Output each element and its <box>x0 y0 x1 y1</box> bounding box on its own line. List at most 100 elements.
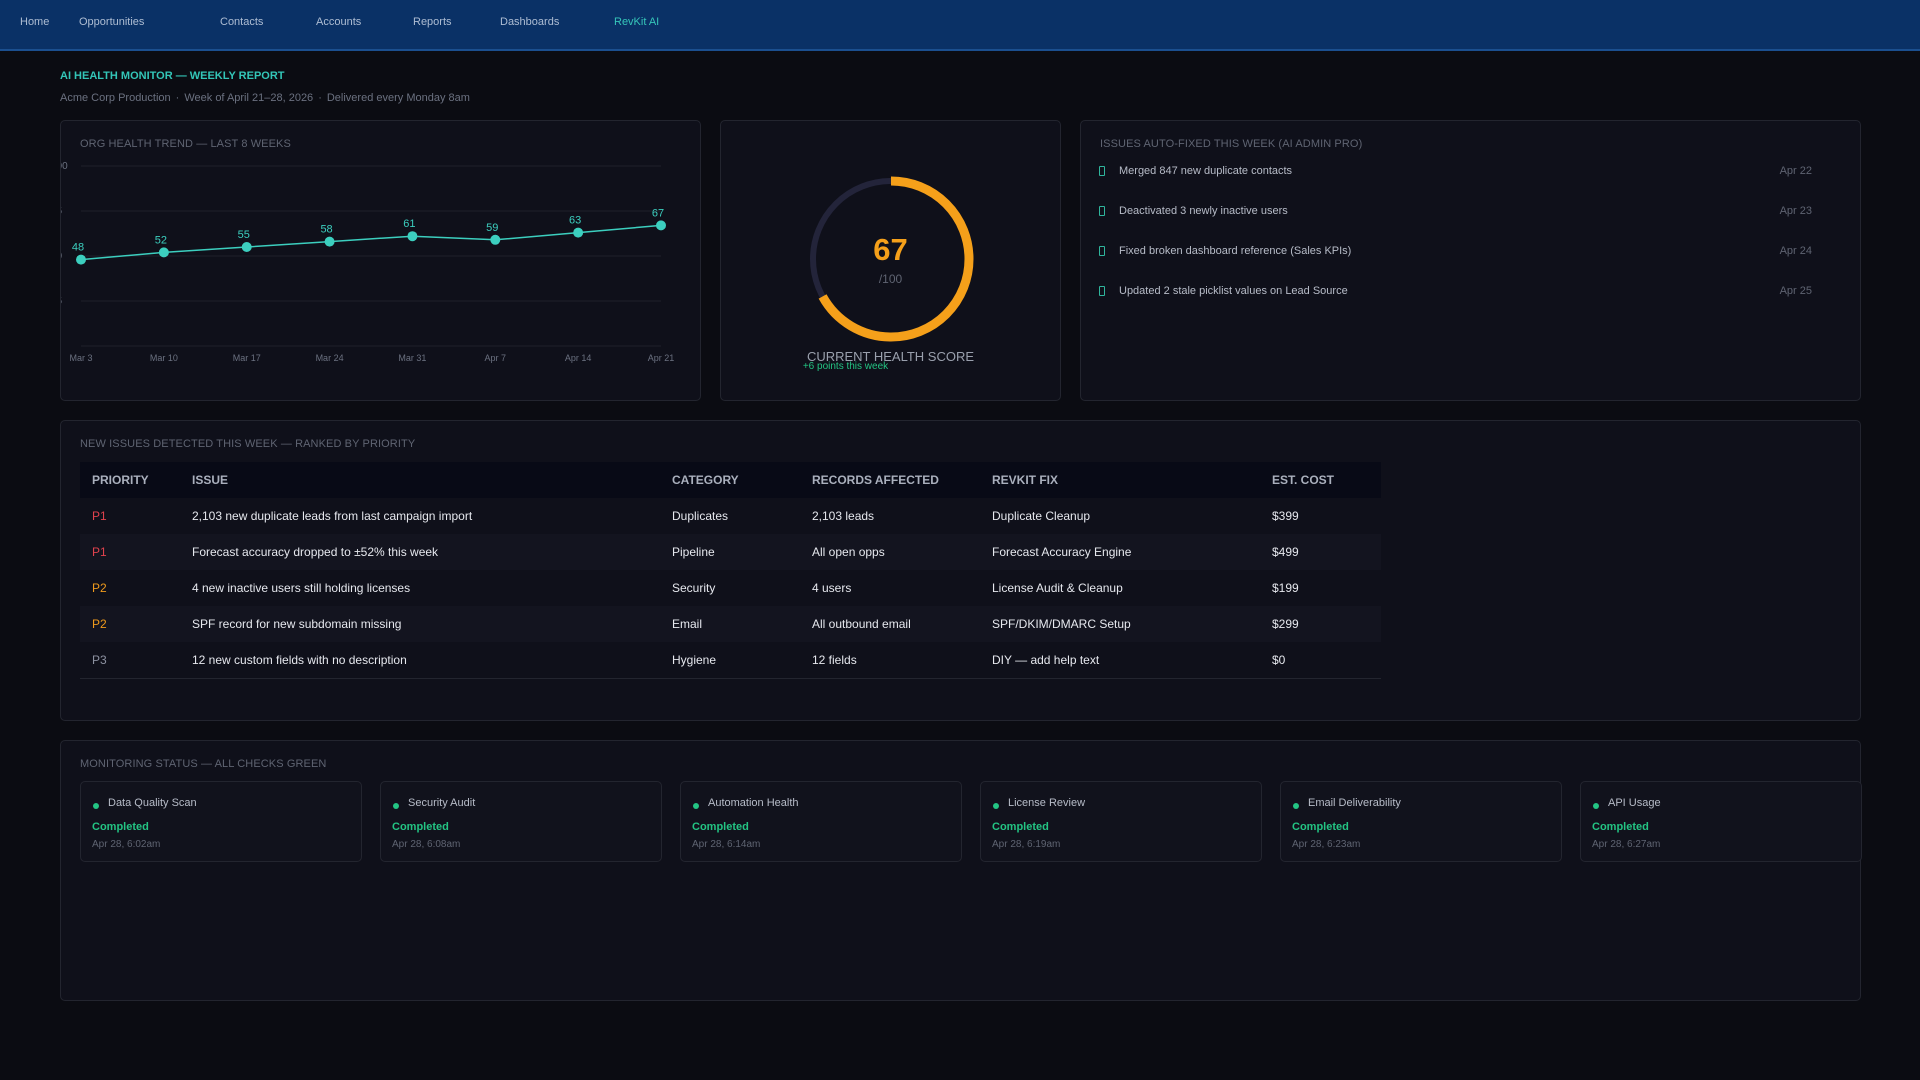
nav-opportunities[interactable]: Opportunities <box>79 16 145 28</box>
cost-cell: $399 <box>1272 509 1299 523</box>
cost-cell: $499 <box>1260 534 1381 570</box>
check-time: Apr 28, 6:14am <box>692 839 761 850</box>
y-tick-label: 25 <box>61 296 63 307</box>
cost-cell: $0 <box>1260 642 1381 679</box>
check-time: Apr 28, 6:08am <box>392 839 461 850</box>
x-tick-label: Apr 21 <box>648 353 675 363</box>
org-name: Acme Corp Production <box>60 92 171 104</box>
check-time: Apr 28, 6:02am <box>92 839 161 850</box>
column-header[interactable]: RECORDS AFFECTED <box>800 462 980 498</box>
fixed-item-text: Deactivated 3 newly inactive users <box>1119 205 1288 217</box>
data-point[interactable] <box>407 231 418 242</box>
health-gauge <box>808 176 974 342</box>
y-tick-label: 50 <box>61 251 63 262</box>
check-icon <box>1099 286 1105 296</box>
monitor-check-card[interactable]: Email Deliverability Completed Apr 28, 6… <box>1280 781 1562 862</box>
table-row[interactable]: P2 SPF record for new subdomain missing … <box>80 606 1381 642</box>
column-header[interactable]: REVKIT FIX <box>980 462 1260 498</box>
table-row[interactable]: P1 Forecast accuracy dropped to ±52% thi… <box>80 534 1381 570</box>
fixed-item: Fixed broken dashboard reference (Sales … <box>1099 245 1812 261</box>
table-row[interactable]: P3 12 new custom fields with no descript… <box>80 642 1381 679</box>
data-point[interactable] <box>76 254 86 265</box>
delivery-schedule: Delivered every Monday 8am <box>326 92 470 104</box>
check-icon <box>1099 246 1105 256</box>
x-tick-label: Mar 10 <box>150 353 178 363</box>
data-point[interactable] <box>656 220 666 231</box>
health-score-value: 67 <box>873 232 908 267</box>
check-status: Completed <box>1592 821 1649 833</box>
monitor-check-card[interactable]: Automation Health Completed Apr 28, 6:14… <box>680 781 962 862</box>
data-label: 63 <box>569 215 581 227</box>
priority-cell: P3 <box>80 642 180 679</box>
fixed-item: Updated 2 stale picklist values on Lead … <box>1099 285 1812 301</box>
column-header[interactable]: PRIORITY <box>80 462 180 498</box>
auto-fixed-title: ISSUES AUTO-FIXED THIS WEEK (AI ADMIN PR… <box>1100 138 1363 150</box>
fix-cell: SPF/DKIM/DMARC Setup <box>980 606 1260 642</box>
data-label: 48 <box>72 242 84 254</box>
column-header[interactable]: EST. COST <box>1260 462 1381 498</box>
data-point[interactable] <box>241 242 252 252</box>
monitor-check-card[interactable]: Data Quality Scan Completed Apr 28, 6:02… <box>80 781 362 862</box>
check-status: Completed <box>692 821 749 833</box>
new-issues-card: NEW ISSUES DETECTED THIS WEEK — RANKED B… <box>60 420 1861 721</box>
series-line <box>80 224 662 261</box>
table-row[interactable]: P1 2,103 new duplicate leads from last c… <box>80 498 1381 534</box>
data-label: 61 <box>403 218 415 230</box>
check-name: Security Audit <box>408 797 476 809</box>
column-header[interactable]: CATEGORY <box>660 462 800 498</box>
data-label: 58 <box>320 224 332 236</box>
issue-cell: 12 new custom fields with no description <box>180 642 660 679</box>
health-score-caption: CURRENT HEALTH SCORE <box>806 349 975 364</box>
data-point[interactable] <box>158 247 169 258</box>
priority-cell: P2 <box>80 606 180 642</box>
page-title: AI HEALTH MONITOR — WEEKLY REPORT <box>60 70 285 82</box>
status-dot-icon <box>93 803 99 809</box>
gauge-progress-arc <box>808 176 974 342</box>
nav-accounts[interactable]: Accounts <box>316 16 362 28</box>
check-icon <box>1099 206 1105 216</box>
status-dot-icon <box>393 803 399 809</box>
records-cell: All open opps <box>800 534 980 570</box>
check-status: Completed <box>992 821 1049 833</box>
check-time: Apr 28, 6:23am <box>1292 839 1361 850</box>
trend-title: ORG HEALTH TREND — LAST 8 WEEKS <box>80 138 291 150</box>
fixed-item-date: Apr 25 <box>1779 285 1812 297</box>
x-tick-label: Mar 24 <box>316 353 344 363</box>
x-tick-label: Mar 3 <box>69 353 92 363</box>
issue-cell: 4 new inactive users still holding licen… <box>192 581 411 595</box>
monitor-check-card[interactable]: API Usage Completed Apr 28, 6:27am <box>1580 781 1862 862</box>
data-label: 55 <box>238 229 250 241</box>
health-score-card: 67 /100 CURRENT HEALTH SCORE +6 points t… <box>720 120 1061 401</box>
status-dot-icon <box>1293 803 1299 809</box>
nav-home[interactable]: Home <box>20 16 50 28</box>
fix-cell: License Audit & Cleanup <box>992 581 1123 595</box>
fixed-item: Deactivated 3 newly inactive users Apr 2… <box>1099 205 1812 221</box>
data-point[interactable] <box>490 234 501 245</box>
nav-dashboards[interactable]: Dashboards <box>500 16 560 28</box>
cost-cell: $199 <box>1272 581 1299 595</box>
cost-cell: $299 <box>1260 606 1381 642</box>
fix-cell: DIY — add help text <box>980 642 1260 679</box>
y-tick-label: 100 <box>61 161 68 172</box>
nav-revkit-ai[interactable]: RevKit AI <box>614 16 660 28</box>
issue-cell: Forecast accuracy dropped to ±52% this w… <box>180 534 660 570</box>
fixed-item-date: Apr 24 <box>1779 245 1812 257</box>
data-point[interactable] <box>324 236 335 247</box>
meta-separator: · <box>175 92 180 104</box>
fixed-item-text: Fixed broken dashboard reference (Sales … <box>1119 245 1352 257</box>
meta-separator: · <box>318 92 322 104</box>
category-cell: Pipeline <box>660 534 800 570</box>
nav-contacts[interactable]: Contacts <box>220 16 264 28</box>
monitor-check-card[interactable]: Security Audit Completed Apr 28, 6:08am <box>380 781 662 862</box>
table-row[interactable]: P2 4 new inactive users still holding li… <box>80 570 1381 606</box>
column-header[interactable]: ISSUE <box>180 462 660 498</box>
x-tick-label: Apr 14 <box>565 353 592 363</box>
issues-table: PRIORITY ISSUE CATEGORY RECORDS AFFECTED… <box>80 462 1381 679</box>
report-week: Week of April 21–28, 2026 <box>184 92 314 104</box>
nav-reports[interactable]: Reports <box>413 16 452 28</box>
report-meta: Acme Corp Production · Week of April 21–28… <box>60 92 470 104</box>
data-label: 59 <box>486 222 498 234</box>
records-cell: 12 fields <box>800 642 980 679</box>
monitor-check-card[interactable]: License Review Completed Apr 28, 6:19am <box>980 781 1262 862</box>
data-point[interactable] <box>573 227 584 238</box>
